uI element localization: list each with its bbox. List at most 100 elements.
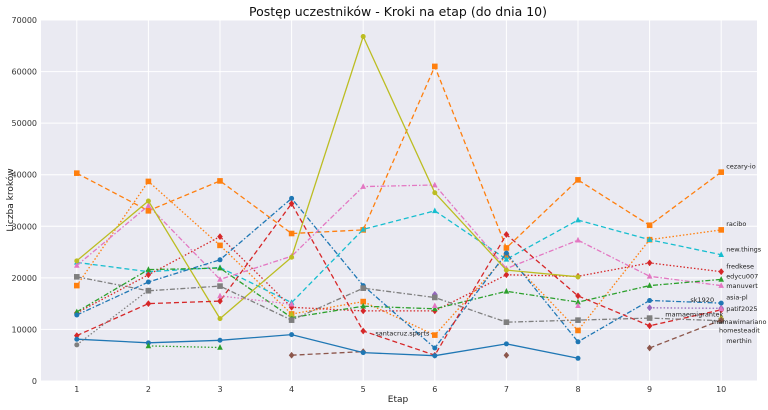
data-point xyxy=(432,294,438,301)
data-point xyxy=(503,250,509,256)
data-point xyxy=(217,242,223,249)
data-point xyxy=(646,222,653,229)
data-point xyxy=(718,169,724,175)
data-point xyxy=(503,287,510,294)
tick-labels: 0 10000 20000 30000 40000 50000 60000 70000 1 2 3 4… xyxy=(12,16,727,394)
x-tick-label: 7 xyxy=(504,385,509,394)
series-manuvert2 xyxy=(217,292,724,312)
data-point xyxy=(503,271,510,279)
data-point xyxy=(718,276,724,282)
data-point xyxy=(718,305,724,312)
data-point xyxy=(217,292,223,299)
series-end-label: fredkese xyxy=(726,263,754,271)
data-point xyxy=(646,304,653,312)
data-point xyxy=(432,345,438,351)
data-point xyxy=(145,287,151,293)
annotation-layer: cezary-io racibo new.things fredkeseedycu00… xyxy=(375,163,766,345)
series-line xyxy=(219,295,292,305)
series-end-label: mamawimariano xyxy=(712,318,767,326)
data-point xyxy=(217,276,223,282)
data-point xyxy=(217,257,223,263)
series-end-label: sk1920 xyxy=(690,296,714,304)
series-line xyxy=(76,289,149,346)
series-end-label: patif2025 xyxy=(726,305,757,313)
data-point xyxy=(145,202,152,208)
data-point xyxy=(646,273,653,279)
data-point xyxy=(145,271,152,279)
y-tick-label: 60000 xyxy=(12,68,37,77)
x-tick-label: 9 xyxy=(647,385,652,394)
series-line xyxy=(76,267,722,319)
data-point xyxy=(718,268,724,276)
data-point xyxy=(217,297,223,305)
data-point xyxy=(360,302,366,309)
chart-title: Postęp uczestników - Kroki na etap (do d… xyxy=(249,4,547,19)
data-point xyxy=(575,317,581,323)
data-point xyxy=(646,259,653,267)
data-point xyxy=(217,264,223,271)
data-point xyxy=(432,332,438,338)
data-point xyxy=(718,227,724,233)
data-point xyxy=(575,339,581,345)
data-point xyxy=(575,236,581,243)
data-point xyxy=(217,344,223,350)
data-point xyxy=(575,292,581,300)
data-point xyxy=(289,332,295,338)
data-point xyxy=(503,245,510,251)
data-point xyxy=(575,327,581,334)
data-point xyxy=(217,337,223,343)
data-point xyxy=(74,262,80,268)
data-point xyxy=(360,226,366,232)
y-tick-label: 40000 xyxy=(12,171,37,180)
data-point xyxy=(288,317,295,323)
data-point xyxy=(575,355,581,361)
data-point xyxy=(503,231,510,238)
data-point xyxy=(74,342,80,348)
data-point xyxy=(503,252,510,259)
data-point xyxy=(145,300,152,308)
data-point xyxy=(432,353,438,359)
data-point xyxy=(718,282,724,288)
series-end-label: asia-pl xyxy=(726,294,748,302)
x-tick-label: 4 xyxy=(289,385,294,394)
data-point xyxy=(503,267,509,273)
series-end-label: manuvert xyxy=(726,282,758,290)
data-point xyxy=(432,63,438,70)
series-end-label: homesteadit xyxy=(719,327,760,335)
data-point xyxy=(360,183,366,189)
data-point xyxy=(360,327,366,335)
data-point xyxy=(432,305,438,312)
data-point xyxy=(288,300,295,307)
y-tick-label: 70000 xyxy=(12,16,37,25)
data-point xyxy=(647,298,653,304)
data-point xyxy=(646,236,653,242)
data-point xyxy=(575,177,581,183)
data-point xyxy=(718,251,724,257)
x-tick-label: 3 xyxy=(217,385,222,394)
data-point xyxy=(289,254,295,260)
series-line xyxy=(649,319,722,349)
series-line xyxy=(76,276,722,323)
series-end-label: mamaemigrantek xyxy=(665,311,723,319)
series-line xyxy=(76,202,722,356)
y-tick-label: 0 xyxy=(32,377,37,386)
data-point xyxy=(74,282,80,289)
data-point xyxy=(74,312,80,318)
data-point xyxy=(217,283,223,289)
data-point xyxy=(432,302,438,309)
x-axis-label: Etap xyxy=(388,395,409,405)
series-end-label: cezary-io xyxy=(726,163,756,171)
data-point xyxy=(503,255,510,262)
series-asia-pl xyxy=(74,195,724,351)
series-line xyxy=(76,197,722,349)
series-line xyxy=(76,34,579,320)
data-point xyxy=(288,351,295,359)
data-point xyxy=(74,336,80,342)
data-point xyxy=(432,190,438,196)
data-point xyxy=(217,233,223,240)
data-point xyxy=(74,258,80,264)
series-end-label: santacruz.sports xyxy=(375,330,430,338)
data-point xyxy=(145,198,151,204)
